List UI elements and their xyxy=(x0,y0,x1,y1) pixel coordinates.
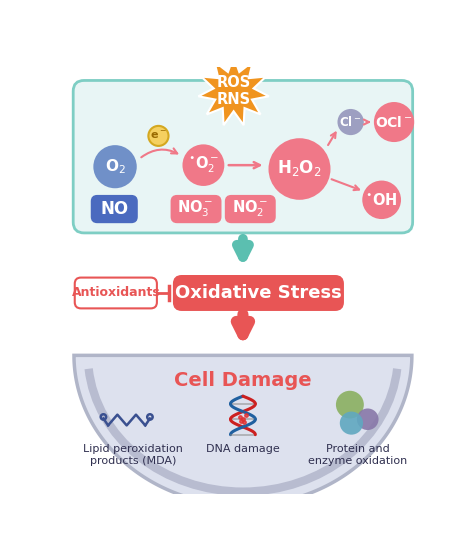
Text: Cell Damage: Cell Damage xyxy=(174,371,312,390)
Text: $^{\bullet}$O$_2^-$: $^{\bullet}$O$_2^-$ xyxy=(188,154,219,175)
Circle shape xyxy=(374,102,414,142)
FancyBboxPatch shape xyxy=(75,278,157,309)
Text: OCl$^-$: OCl$^-$ xyxy=(375,114,413,129)
Text: H$_2$O$_2$: H$_2$O$_2$ xyxy=(277,158,322,178)
Text: Protein and
enzyme oxidation: Protein and enzyme oxidation xyxy=(308,444,407,466)
FancyBboxPatch shape xyxy=(174,276,343,310)
Circle shape xyxy=(337,109,364,135)
Text: ROS
RNS: ROS RNS xyxy=(217,75,251,108)
Text: NO$_3^-$: NO$_3^-$ xyxy=(177,199,214,219)
FancyBboxPatch shape xyxy=(73,80,413,233)
Text: O$_2$: O$_2$ xyxy=(105,158,126,176)
Circle shape xyxy=(148,126,169,146)
Circle shape xyxy=(362,180,401,219)
Text: Lipid peroxidation
products (MDA): Lipid peroxidation products (MDA) xyxy=(83,444,183,466)
Polygon shape xyxy=(74,355,412,506)
Circle shape xyxy=(182,144,224,186)
Circle shape xyxy=(340,412,363,435)
Text: Antioxidants: Antioxidants xyxy=(72,286,160,300)
Circle shape xyxy=(336,391,364,418)
Text: $^{\bullet}$OH: $^{\bullet}$OH xyxy=(365,192,398,208)
Circle shape xyxy=(357,408,379,430)
Text: DNA damage: DNA damage xyxy=(206,444,280,454)
Circle shape xyxy=(93,145,137,188)
FancyBboxPatch shape xyxy=(92,196,137,222)
Text: Oxidative Stress: Oxidative Stress xyxy=(175,284,342,302)
FancyBboxPatch shape xyxy=(226,196,275,222)
Text: NO: NO xyxy=(100,200,128,218)
Text: e$^-$: e$^-$ xyxy=(150,130,167,142)
FancyBboxPatch shape xyxy=(172,196,220,222)
Polygon shape xyxy=(198,56,269,125)
Text: NO$_2^-$: NO$_2^-$ xyxy=(232,199,268,219)
Circle shape xyxy=(268,138,330,200)
Text: Cl$^-$: Cl$^-$ xyxy=(339,115,362,129)
